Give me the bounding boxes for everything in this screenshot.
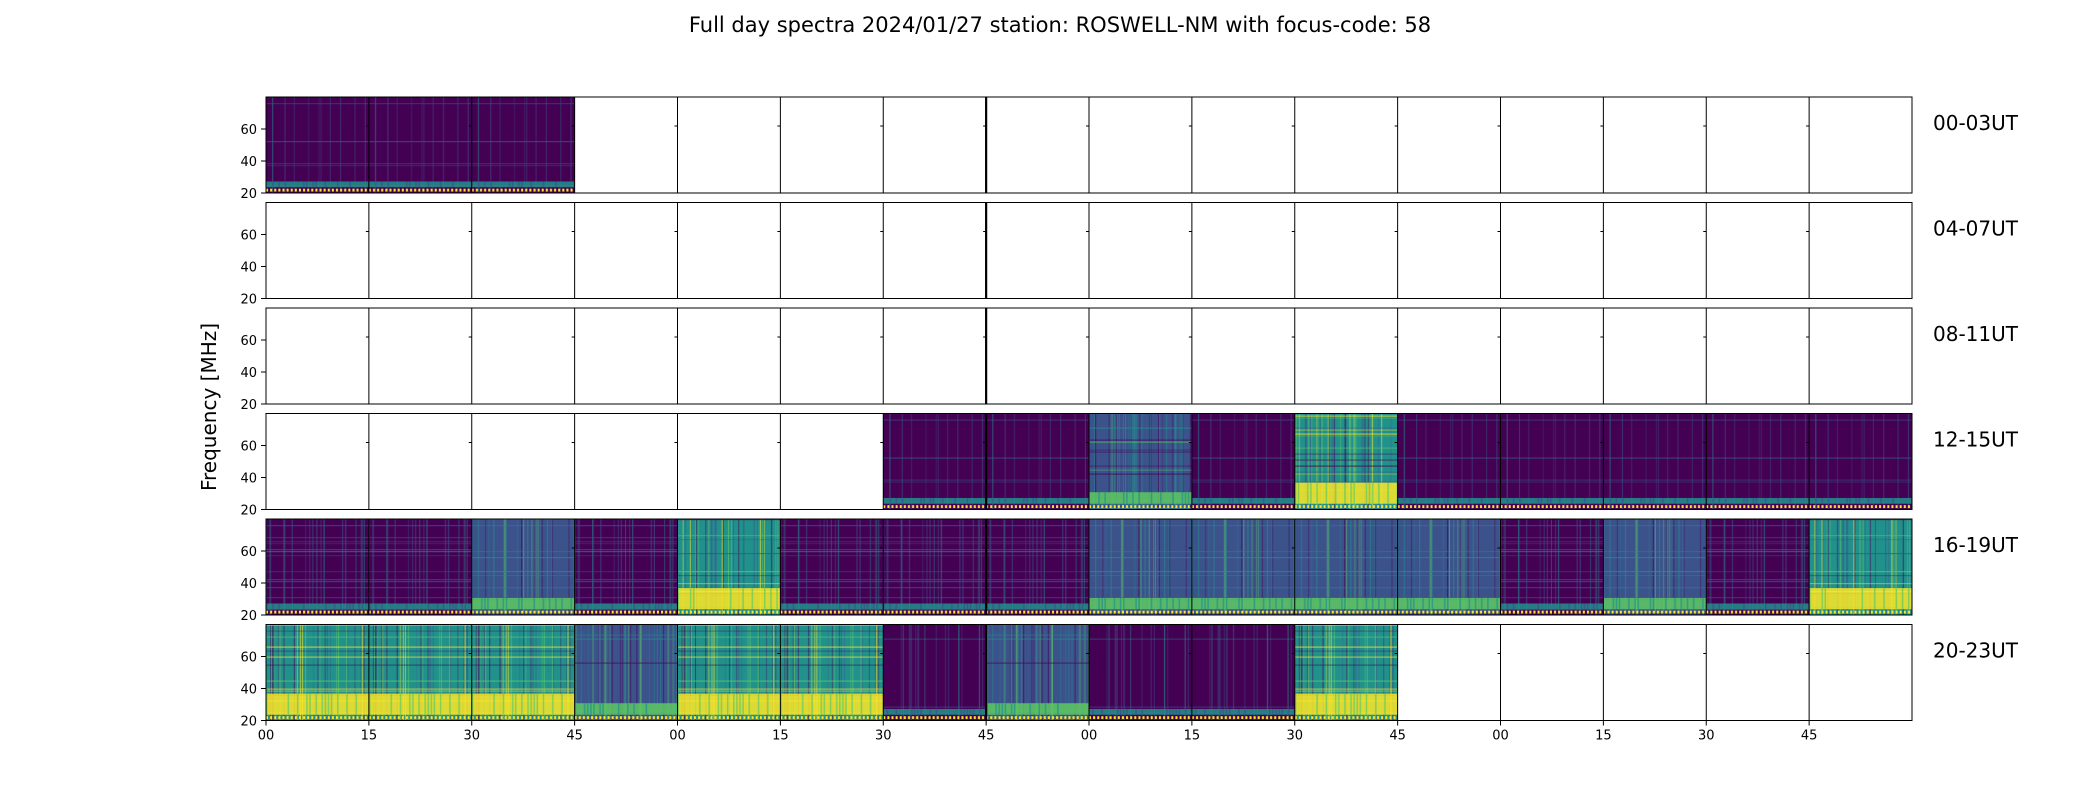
spectrum-panel [1191,624,1295,721]
row-label: 04-07UT [1933,217,2019,241]
spectrum-panel [1191,519,1295,615]
y-tick-label: 60 [240,440,257,455]
spectrum-panel [1294,413,1398,510]
row-label: 20-23UT [1933,639,2019,663]
spectrum-panel [1089,624,1192,721]
x-tick-label: 00 [669,729,686,744]
row-frame [265,413,1913,510]
spectrum-panel [471,97,575,193]
row-frame [265,96,1913,194]
spectrum-panel [368,97,472,193]
y-tick-label: 60 [240,651,257,666]
spectrum-panel [780,519,884,615]
spectrum-panel [677,624,781,721]
x-tick-label: 30 [1698,729,1715,744]
spectrum-panel [1089,413,1192,510]
spectrum-panel [1397,413,1501,510]
x-tick-label: 15 [1184,729,1201,744]
spectrum-panel [780,624,884,721]
spectrum-panel [1500,519,1604,615]
y-tick-label: 40 [240,366,257,381]
x-tick-label: 45 [978,729,995,744]
x-tick-label: 30 [875,729,892,744]
y-tick-label: 20 [240,504,257,519]
row-label: 00-03UT [1933,111,2019,135]
spectrum-panel [986,624,1090,721]
x-tick-label: 15 [1595,729,1612,744]
y-tick-label: 20 [240,398,257,413]
spectrum-panel [368,519,472,615]
x-tick-label: 45 [566,729,583,744]
spectrum-panel [471,624,575,721]
y-tick-label: 60 [240,229,257,244]
y-tick-label: 60 [240,545,257,560]
y-tick-label: 20 [240,609,257,624]
row-frame [265,518,1913,616]
spectrum-panel [1809,413,1913,510]
spectrum-panel [1397,519,1501,615]
x-tick-label: 15 [361,729,378,744]
spectrum-panel [1706,519,1810,615]
spectrum-panel [574,624,678,721]
panel-row: 20 40 60 04-07UT [240,202,2019,308]
spectrum-panel [266,519,369,615]
chart-title: Full day spectra 2024/01/27 station: ROS… [689,13,1431,37]
panel-row: 20 40 60 20-23UT 00 15 30 45 00 15 30 45 00 15 30 45 00 1… [240,624,2019,744]
panel-row: 20 40 60 16-19UT [240,518,2019,624]
spectrum-panel [368,624,472,721]
y-tick-label: 60 [240,123,257,138]
spectrum-panel [1603,413,1707,510]
spectrum-panel [986,413,1090,510]
row-label: 12-15UT [1933,428,2019,452]
row-label: 08-11UT [1933,322,2019,346]
spectrum-panel [1294,624,1398,721]
spectrum-panel [574,519,678,615]
spectrum-panel [471,519,575,615]
spectrum-panel [1191,413,1295,510]
spectrum-panel [883,519,987,615]
panel-row: 20 40 60 00-03UT [240,96,2019,202]
spectrum-panel [1603,519,1707,615]
spectrum-panel [266,97,369,193]
spectrum-panel [1294,519,1398,615]
y-tick-label: 20 [240,293,257,308]
row-frame [265,307,1913,405]
spectrum-panel [266,624,369,721]
panel-row: 20 40 60 12-15UT [240,413,2019,519]
spectrum-panel [1706,413,1810,510]
x-tick-label: 45 [1801,729,1818,744]
x-tick-label: 45 [1389,729,1406,744]
spectrum-panel [1089,519,1192,615]
x-tick-label: 15 [772,729,789,744]
spectrum-panel [883,624,987,721]
y-axis-label: Frequency [MHz] [197,323,221,491]
y-tick-label: 40 [240,261,257,276]
y-tick-label: 40 [240,155,257,170]
spectrum-panel [1809,519,1913,615]
y-tick-label: 60 [240,334,257,349]
x-tick-label: 00 [258,729,275,744]
spectrum-panel [677,519,781,615]
row-frame [265,202,1913,299]
spectrum-panel [986,519,1090,615]
panel-row: 20 40 60 08-11UT [240,307,2019,413]
x-tick-label: 00 [1492,729,1509,744]
y-tick-label: 20 [240,187,257,202]
x-tick-label: 30 [463,729,480,744]
y-tick-label: 20 [240,715,257,730]
y-tick-label: 40 [240,577,257,592]
x-tick-label: 00 [1081,729,1098,744]
spectrum-panel [883,413,987,510]
y-tick-label: 40 [240,472,257,487]
x-tick-label: 30 [1286,729,1303,744]
y-tick-label: 40 [240,683,257,698]
spectrum-panel [1500,413,1604,510]
row-label: 16-19UT [1933,533,2019,557]
